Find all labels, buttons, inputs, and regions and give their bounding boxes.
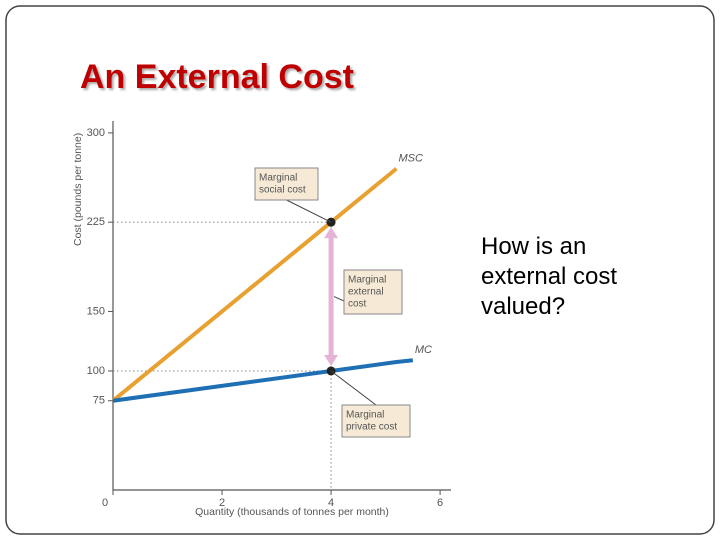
- annotation-text: external: [348, 287, 384, 298]
- annotation-text: social cost: [259, 185, 306, 196]
- x-tick-label: 6: [437, 497, 443, 509]
- slide-title: An External Cost: [80, 58, 354, 96]
- annotation-text: Marginal: [348, 275, 386, 286]
- x-axis-label: Quantity (thousands of tonnes per month): [195, 506, 389, 518]
- slide-border: [5, 5, 715, 535]
- x-tick-label: 2: [219, 497, 225, 509]
- y-tick-label: 150: [87, 305, 105, 317]
- x-tick-label: 0: [102, 497, 108, 509]
- series-line: [112, 358, 414, 403]
- annotation-text: private cost: [346, 422, 397, 433]
- y-tick-label: 75: [93, 395, 105, 407]
- series-label: MSC: [398, 153, 423, 165]
- annotation-text: cost: [348, 299, 367, 310]
- y-tick-label: 300: [87, 127, 105, 139]
- annotation-text: Marginal: [259, 173, 297, 184]
- x-tick-label: 4: [328, 497, 334, 509]
- y-tick-label: 225: [87, 216, 105, 228]
- series-label: MC: [415, 344, 432, 356]
- annotation-box: [341, 404, 411, 438]
- arrow-head: [324, 227, 339, 239]
- leader-line: [330, 370, 377, 406]
- y-axis-label: Cost (pounds per tonne): [72, 133, 84, 246]
- arrow-head: [324, 354, 339, 366]
- question-text: How is an external cost valued?: [481, 233, 618, 320]
- y-tick-label: 100: [87, 365, 105, 377]
- annotation-box: [254, 167, 319, 201]
- leader-line: [286, 199, 332, 223]
- annotation-box: [343, 269, 403, 315]
- annotation-text: Marginal: [346, 410, 384, 421]
